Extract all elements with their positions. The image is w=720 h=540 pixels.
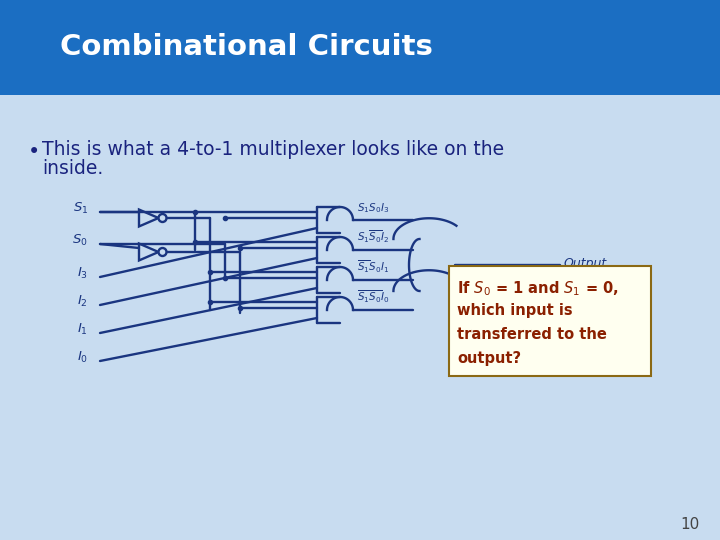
Text: Output: Output — [564, 256, 607, 269]
Text: •: • — [28, 142, 40, 162]
Text: which input is: which input is — [457, 303, 572, 318]
FancyBboxPatch shape — [0, 0, 720, 94]
Text: $S_1S_0I_3$: $S_1S_0I_3$ — [357, 201, 389, 215]
Text: $S_1$: $S_1$ — [73, 200, 88, 215]
Text: $I_2$: $I_2$ — [77, 293, 88, 308]
Text: $I_0$: $I_0$ — [77, 349, 88, 364]
Text: $I_1$: $I_1$ — [77, 321, 88, 336]
Text: Combinational Circuits: Combinational Circuits — [60, 33, 433, 61]
Text: transferred to the: transferred to the — [457, 327, 607, 342]
Text: This is what a 4-to-1 multiplexer looks like on the: This is what a 4-to-1 multiplexer looks … — [42, 140, 504, 159]
FancyBboxPatch shape — [449, 266, 651, 376]
Text: $\overline{S_1}S_0I_1$: $\overline{S_1}S_0I_1$ — [357, 259, 389, 275]
Text: $\overline{S_1}\overline{S_0}I_0$: $\overline{S_1}\overline{S_0}I_0$ — [357, 288, 390, 305]
Text: output?: output? — [457, 351, 521, 366]
Text: 10: 10 — [680, 517, 700, 532]
Text: $S_0$: $S_0$ — [72, 232, 88, 247]
Text: If $S_0$ = 1 and $S_1$ = 0,: If $S_0$ = 1 and $S_1$ = 0, — [457, 279, 618, 298]
Text: inside.: inside. — [42, 159, 103, 178]
Text: $I_3$: $I_3$ — [77, 266, 88, 281]
Text: $S_1\overline{S_0}I_2$: $S_1\overline{S_0}I_2$ — [357, 228, 389, 245]
